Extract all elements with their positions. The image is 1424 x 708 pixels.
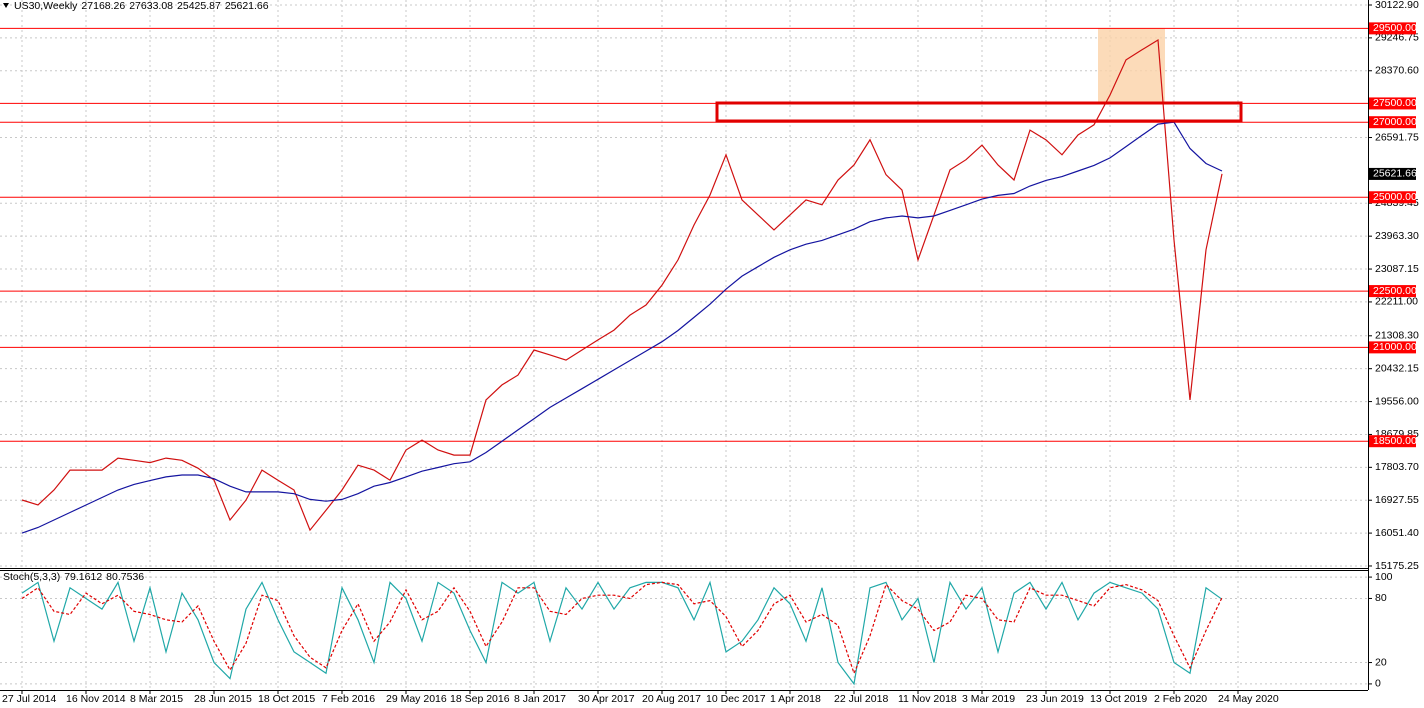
y-tick-label: 26591.75 bbox=[1375, 131, 1419, 143]
x-tick-label: 2 Feb 2020 bbox=[1154, 693, 1207, 705]
y-tick-label: 0 bbox=[1375, 678, 1381, 690]
x-tick-label: 16 Nov 2014 bbox=[66, 693, 126, 705]
y-tick-label: 28370.60 bbox=[1375, 65, 1419, 77]
level-label-bg bbox=[1369, 435, 1416, 448]
current-price-label: 25621.66 bbox=[1373, 168, 1417, 180]
y-tick-label: 100 bbox=[1375, 571, 1393, 583]
x-tick-label: 18 Oct 2015 bbox=[258, 693, 315, 705]
y-tick-label: 15175.25 bbox=[1375, 560, 1419, 572]
y-tick-label: 17803.70 bbox=[1375, 461, 1419, 473]
y-tick-label: 16051.40 bbox=[1375, 527, 1419, 539]
y-tick-label: 23963.30 bbox=[1375, 230, 1419, 242]
series-line bbox=[21, 580, 1223, 686]
panel-title: US30,Weekly bbox=[14, 0, 78, 12]
x-tick-label: 22 Jul 2018 bbox=[834, 693, 888, 705]
x-tick-label: 29 May 2016 bbox=[386, 693, 447, 705]
x-tick-label: 28 Jun 2015 bbox=[194, 693, 252, 705]
x-tick-label: 13 Oct 2019 bbox=[1090, 693, 1147, 705]
level-label-bg bbox=[1369, 191, 1416, 204]
y-tick-label: 20432.15 bbox=[1375, 362, 1419, 374]
level-label: 21000.00 bbox=[1373, 341, 1417, 353]
y-tick-label: 19556.00 bbox=[1375, 395, 1419, 407]
level-label: 18500.00 bbox=[1373, 435, 1417, 447]
level-label: 25000.00 bbox=[1373, 191, 1417, 203]
level-label-bg bbox=[1369, 285, 1416, 298]
highlight-zone bbox=[1098, 28, 1165, 103]
level-label: 27500.00 bbox=[1373, 97, 1417, 109]
y-tick-label: 29246.75 bbox=[1375, 32, 1419, 44]
x-tick-label: 1 Apr 2018 bbox=[770, 693, 821, 705]
y-tick-label: 22211.00 bbox=[1375, 296, 1418, 308]
level-label: 29500.00 bbox=[1373, 22, 1417, 34]
level-label-bg bbox=[1369, 116, 1416, 129]
header-value: 27168.26 bbox=[81, 0, 125, 12]
menu-arrow bbox=[3, 3, 9, 8]
level-label: 22500.00 bbox=[1373, 285, 1417, 297]
y-tick-label: 21308.30 bbox=[1375, 330, 1419, 342]
y-tick-label: 20 bbox=[1375, 656, 1387, 668]
series-line bbox=[21, 38, 1223, 532]
x-tick-label: 10 Dec 2017 bbox=[706, 693, 766, 705]
panel-title: Stoch(5,3,3) bbox=[3, 571, 60, 583]
current-price-bg bbox=[1369, 167, 1416, 180]
x-tick-label: 24 May 2020 bbox=[1218, 693, 1279, 705]
x-tick-label: 7 Feb 2016 bbox=[322, 693, 375, 705]
y-tick-label: 30122.90 bbox=[1375, 0, 1419, 11]
x-tick-label: 11 Nov 2018 bbox=[898, 693, 957, 705]
x-tick-label: 30 Apr 2017 bbox=[578, 693, 635, 705]
level-label-bg bbox=[1369, 97, 1416, 110]
header-value: 25621.66 bbox=[225, 0, 269, 12]
y-tick-label: 80 bbox=[1375, 592, 1387, 604]
x-tick-label: 8 Jan 2017 bbox=[514, 693, 566, 705]
x-tick-label: 23 Jun 2019 bbox=[1026, 693, 1084, 705]
header-value: 79.1612 bbox=[64, 571, 102, 583]
x-tick-label: 3 Mar 2019 bbox=[962, 693, 1015, 705]
header-value: 80.7536 bbox=[106, 571, 144, 583]
series-line bbox=[21, 121, 1223, 534]
x-tick-label: 27 Jul 2014 bbox=[2, 693, 56, 705]
resistance-box bbox=[715, 101, 1243, 123]
level-label-bg bbox=[1369, 341, 1416, 354]
y-tick-label: 16927.55 bbox=[1375, 494, 1419, 506]
header-value: 25425.87 bbox=[177, 0, 221, 12]
header-value: 27633.08 bbox=[129, 0, 173, 12]
level-label: 27000.00 bbox=[1373, 116, 1417, 128]
y-tick-label: 23087.15 bbox=[1375, 263, 1419, 275]
level-label-bg bbox=[1369, 22, 1416, 35]
x-tick-label: 20 Aug 2017 bbox=[642, 693, 701, 705]
x-tick-label: 18 Sep 2016 bbox=[450, 693, 510, 705]
x-tick-label: 8 Mar 2015 bbox=[130, 693, 183, 705]
